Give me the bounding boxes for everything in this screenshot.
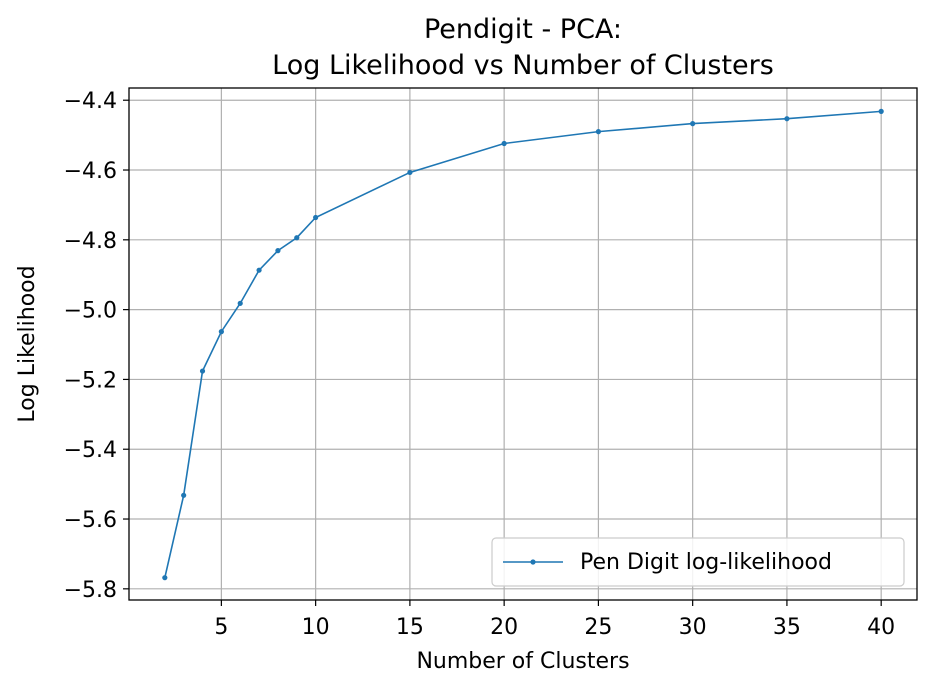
data-point [784, 116, 790, 122]
plot-frame [128, 87, 918, 601]
x-tick-label: 25 [584, 615, 612, 640]
y-tick-label: −5.0 [64, 299, 117, 324]
x-tick-label: 15 [396, 615, 424, 640]
y-tick-label: −5.6 [64, 508, 117, 533]
legend-box [491, 537, 905, 587]
data-point [294, 235, 300, 241]
x-axis-label: Number of Clusters [416, 649, 629, 674]
legend-marker-sample [530, 559, 536, 565]
chart-title-line-1: Pendigit - PCA: [424, 14, 622, 45]
y-tick-label: −5.2 [64, 368, 117, 393]
data-point [162, 575, 168, 581]
data-point [237, 300, 243, 306]
plot-series [162, 108, 884, 581]
data-point [313, 214, 319, 221]
grid [129, 88, 917, 600]
y-tick-label: −5.8 [64, 578, 117, 603]
axis-ticks: 5 10 15 20 25 30 35 40 −4.4 −4.6 −4.8 −5.0 −5.2 −5.4 −… [64, 89, 896, 640]
data-point [275, 248, 281, 254]
legend: Pen Digit log-likelihood [491, 537, 905, 587]
data-point [199, 368, 206, 374]
x-tick-label: 20 [490, 615, 518, 640]
x-tick-label: 30 [679, 615, 707, 640]
data-point [878, 108, 884, 114]
data-point [595, 129, 602, 135]
data-point [181, 492, 187, 498]
y-tick-label: −5.4 [64, 438, 117, 463]
data-point [407, 169, 413, 176]
series-line [164, 110, 882, 578]
data-point [218, 329, 224, 335]
data-point [690, 120, 696, 127]
y-axis-label: Log Likelihood [15, 265, 40, 422]
data-point [256, 267, 262, 273]
chart-title-line-2: Log Likelihood vs Number of Clusters [272, 50, 774, 81]
y-tick-label: −4.6 [64, 159, 117, 184]
legend-entry-label: Pen Digit log-likelihood [580, 550, 832, 575]
x-tick-label: 40 [867, 615, 895, 640]
data-point [501, 140, 507, 147]
x-tick-label: 5 [214, 615, 228, 640]
x-tick-label: 10 [302, 615, 330, 640]
y-tick-label: −4.4 [64, 89, 117, 114]
x-tick-label: 35 [773, 615, 801, 640]
y-tick-label: −4.8 [64, 229, 117, 254]
